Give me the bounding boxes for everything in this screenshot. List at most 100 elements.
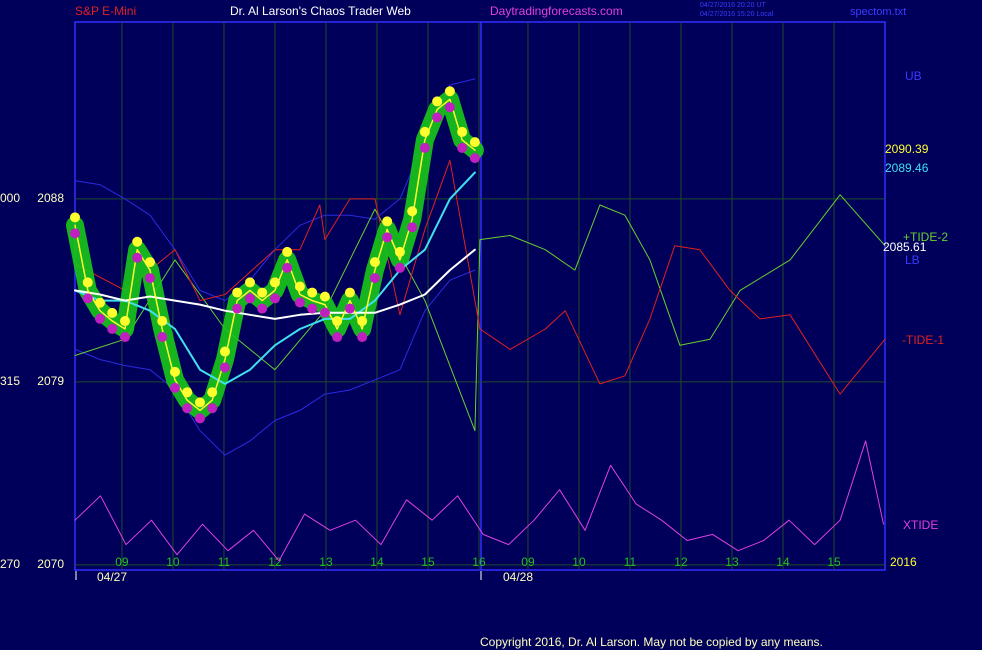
x-tick-label: 09 [115, 555, 129, 569]
annotation: Copyright 2016, Dr. Al Larson. May not b… [480, 635, 823, 649]
y-tick-label: 2079 [37, 374, 64, 388]
annotation: 315 [0, 374, 20, 388]
annotation: 04/27/2016 15:20 Local [700, 11, 774, 18]
x-tick-label: 09 [521, 555, 535, 569]
low-dot [82, 293, 93, 304]
annotation: 04/27/2016 20:20 UT [700, 2, 766, 9]
high-dot [469, 137, 480, 148]
annotation: 2016 [890, 555, 917, 569]
low-dot [70, 228, 80, 239]
series-line [74, 159, 886, 395]
series-line [74, 171, 476, 385]
low-dot [144, 273, 155, 284]
series-name: LB [905, 253, 920, 267]
x-tick-label: 14 [776, 555, 790, 569]
low-dot [94, 313, 105, 324]
series-line [74, 248, 476, 320]
low-dot [244, 293, 255, 304]
low-dot [419, 142, 430, 153]
annotation: spectom.txt [850, 6, 906, 18]
x-tick-label: 11 [218, 555, 231, 569]
series-name: +TIDE-2 [903, 230, 948, 244]
high-dot [132, 236, 143, 247]
low-dot [219, 362, 230, 373]
annotation: 000 [0, 191, 20, 205]
high-dot [319, 291, 330, 302]
low-dot [444, 102, 455, 113]
low-dot [107, 323, 118, 334]
low-dot [282, 262, 293, 273]
high-dot [269, 277, 280, 288]
annotation: Daytradingforecasts.com [490, 4, 623, 18]
y-tick-label: 2088 [37, 191, 64, 205]
x-tick-label: 12 [674, 555, 688, 569]
high-dot [432, 96, 443, 107]
low-dot [182, 403, 193, 414]
x-tick-label: 13 [725, 555, 739, 569]
high-dot [182, 387, 193, 398]
high-dot [119, 316, 130, 327]
high-dot [244, 277, 255, 288]
high-dot [307, 287, 318, 298]
high-dot [394, 246, 405, 257]
low-dot [382, 232, 393, 243]
x-tick-label: 16 [472, 555, 486, 569]
low-dot [344, 303, 355, 314]
annotation: 2085.61 [883, 240, 927, 254]
high-dot [94, 297, 105, 308]
high-dot [82, 277, 93, 288]
low-dot [307, 303, 318, 314]
high-dot [70, 212, 80, 223]
plot-border [74, 21, 886, 571]
series-line [74, 440, 884, 562]
y-tick-label: 2070 [37, 557, 64, 571]
chart-subtitle: S&P E-Mini [75, 4, 136, 18]
high-dot [169, 366, 180, 377]
x-tick-label: 12 [268, 555, 282, 569]
high-dot [407, 206, 418, 217]
low-dot [369, 273, 380, 284]
date-label: 04/28 [503, 570, 533, 584]
series-name: UB [905, 69, 922, 83]
date-label: 04/27 [97, 570, 127, 584]
low-dot [319, 307, 330, 318]
high-dot [332, 316, 343, 327]
high-dot [107, 307, 118, 318]
high-dot [344, 287, 355, 298]
series-name: -TIDE-1 [902, 333, 944, 347]
high-dot [157, 316, 168, 327]
high-dot [457, 126, 468, 137]
low-dot [157, 332, 168, 343]
series-line [74, 194, 886, 432]
low-dot [169, 382, 180, 393]
high-dot [369, 257, 380, 268]
high-dot [282, 246, 293, 257]
high-dot [382, 216, 393, 227]
x-tick-label: 11 [624, 555, 637, 569]
low-dot [257, 303, 268, 314]
low-dot [432, 112, 443, 123]
high-dot [444, 86, 455, 97]
high-dot [419, 126, 430, 137]
x-tick-label: 10 [166, 555, 180, 569]
low-dot [469, 153, 480, 164]
low-dot [194, 413, 205, 424]
x-tick-label: 14 [370, 555, 384, 569]
series-name: XTIDE [903, 518, 938, 532]
x-tick-label: 15 [827, 555, 841, 569]
low-dot [269, 293, 280, 304]
low-dot [332, 332, 343, 343]
low-dot [132, 252, 143, 263]
annotation: 2090.39 [885, 142, 929, 156]
low-dot [232, 303, 243, 314]
low-dot [407, 222, 418, 233]
annotation: 270 [0, 557, 20, 571]
high-dot [207, 387, 218, 398]
low-dot [394, 262, 405, 273]
high-dot [257, 287, 268, 298]
annotation: 2089.46 [885, 161, 929, 175]
x-tick-label: 13 [319, 555, 333, 569]
high-dot [357, 316, 368, 327]
high-dot [232, 287, 243, 298]
